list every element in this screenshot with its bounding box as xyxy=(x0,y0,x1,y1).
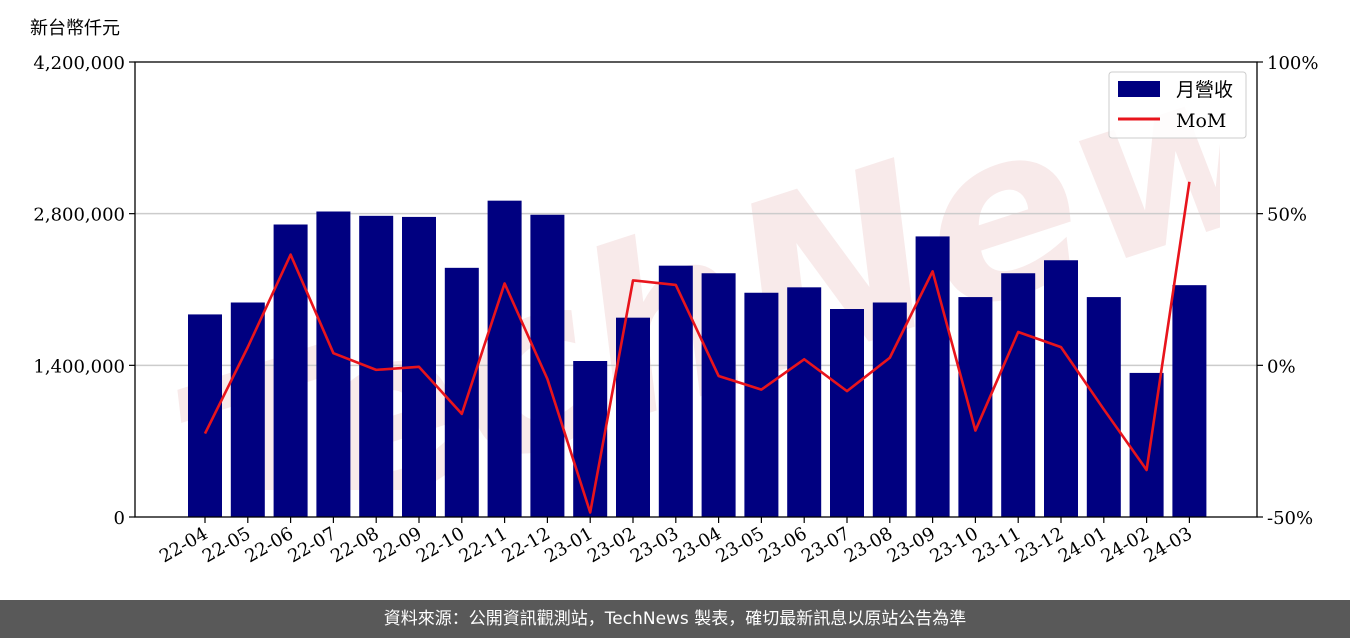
x-tick-label: 22-09 xyxy=(370,523,425,567)
x-axis: 22-0422-0522-0622-0722-0822-0922-1022-11… xyxy=(156,517,1196,567)
revenue-bar xyxy=(1001,273,1036,517)
x-tick-label: 23-04 xyxy=(670,523,725,567)
x-tick-label: 22-05 xyxy=(199,523,254,567)
x-tick-label: 24-03 xyxy=(1140,523,1195,567)
left-tick-label: 2,800,000 xyxy=(33,205,125,226)
mom-line xyxy=(203,181,1191,514)
legend-line-label: MoM xyxy=(1176,110,1226,132)
x-tick-label: 23-06 xyxy=(755,523,810,567)
revenue-bar xyxy=(188,314,222,517)
revenue-bar xyxy=(787,287,822,517)
x-tick-label: 23-03 xyxy=(627,523,682,567)
x-tick-label: 23-11 xyxy=(969,523,1024,567)
revenue-bar xyxy=(487,200,522,517)
x-tick-label: 24-01 xyxy=(1055,523,1110,567)
left-tick-label: 4,200,000 xyxy=(33,53,125,74)
x-tick-label: 23-10 xyxy=(926,523,981,567)
revenue-bar xyxy=(744,292,779,517)
x-tick-label: 23-05 xyxy=(712,523,767,567)
x-tick-label: 23-07 xyxy=(798,523,853,567)
legend-bar-label: 月營收 xyxy=(1176,79,1233,101)
revenue-bar xyxy=(958,297,993,517)
revenue-bar xyxy=(573,361,608,517)
plot-frame xyxy=(134,61,1258,518)
x-tick-label: 22-07 xyxy=(284,523,339,567)
bar-series xyxy=(188,200,1207,518)
left-tick-label: 1,400,000 xyxy=(33,356,125,377)
x-tick-label: 22-12 xyxy=(498,523,553,567)
revenue-bar xyxy=(701,273,736,517)
x-tick-label: 24-02 xyxy=(1098,523,1153,567)
revenue-bar xyxy=(316,211,351,517)
right-tick-label: 100% xyxy=(1267,53,1318,74)
revenue-bar xyxy=(444,267,479,517)
left-y-axis: 0 1,400,000 2,800,000 4,200,000 xyxy=(33,53,135,529)
revenue-bar xyxy=(616,317,650,517)
x-tick-label: 22-11 xyxy=(456,523,511,567)
x-tick-label: 22-04 xyxy=(156,523,211,567)
x-tick-label: 23-08 xyxy=(841,523,896,567)
legend: 月營收 MoM xyxy=(1108,71,1247,139)
revenue-bar xyxy=(830,309,864,517)
x-tick-label: 23-02 xyxy=(584,523,639,567)
revenue-bar xyxy=(1044,260,1078,517)
revenue-bar xyxy=(230,302,265,517)
revenue-bar xyxy=(658,265,693,517)
source-footer: 資料來源：公開資訊觀測站，TechNews 製表，確切最新訊息以原站公告為準 xyxy=(0,600,1350,638)
x-tick-label: 22-08 xyxy=(327,523,382,567)
y-axis-unit-label: 新台幣仟元 xyxy=(30,18,120,39)
right-tick-label: 50% xyxy=(1267,205,1307,226)
x-tick-label: 22-10 xyxy=(413,523,468,567)
revenue-bar xyxy=(530,214,565,517)
x-tick-label: 23-09 xyxy=(884,523,939,567)
x-tick-label: 22-06 xyxy=(242,523,297,567)
x-tick-label: 23-01 xyxy=(541,523,596,567)
revenue-bar xyxy=(273,224,308,517)
legend-bar-swatch xyxy=(1118,81,1160,97)
left-tick-label: 0 xyxy=(114,508,125,529)
right-tick-label: 0% xyxy=(1267,356,1296,377)
right-tick-label: -50% xyxy=(1267,508,1313,529)
mom-line-series xyxy=(203,181,1191,514)
revenue-bar xyxy=(872,302,907,517)
right-y-axis: -50% 0% 50% 100% xyxy=(1257,53,1318,529)
revenue-bar xyxy=(915,236,950,517)
x-tick-label: 23-12 xyxy=(1012,523,1067,567)
revenue-bar xyxy=(1172,285,1207,517)
revenue-chart: 0 1,400,000 2,800,000 4,200,000 -50% 0% 50% 10… xyxy=(33,53,1318,567)
